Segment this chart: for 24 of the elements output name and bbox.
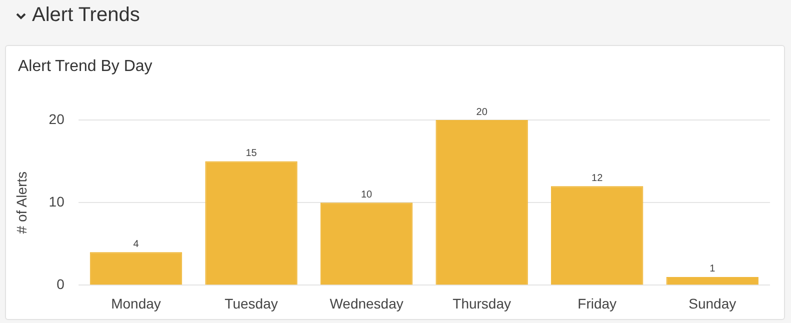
y-axis-title: # of Alerts (13, 171, 30, 234)
bar (320, 202, 413, 285)
bar (436, 120, 528, 285)
chart-subtitle: Alert Trend By Day (18, 58, 152, 76)
bar (550, 186, 644, 285)
data-label: 10 (360, 189, 373, 200)
y-tick-label: 0 (56, 276, 65, 292)
x-tick-label: Tuesday (224, 295, 278, 312)
data-label: 4 (133, 238, 140, 250)
data-label: 15 (246, 148, 258, 160)
y-tick-label: 10 (48, 193, 65, 210)
x-tick-label: Wednesday (330, 295, 404, 312)
x-tick-label: Monday (111, 295, 161, 312)
x-tick-label: Thursday (452, 295, 511, 312)
x-tick-label: Friday (578, 295, 617, 312)
bar (666, 276, 758, 285)
data-label: 12 (592, 172, 604, 184)
bar (205, 161, 298, 285)
y-tick-label: 20 (48, 110, 65, 127)
data-label: 1 (710, 264, 716, 275)
x-tick-label: Sunday (688, 295, 736, 312)
chart-title: Alert Trends (32, 4, 140, 27)
data-label: 20 (476, 106, 488, 118)
bar (90, 252, 182, 285)
